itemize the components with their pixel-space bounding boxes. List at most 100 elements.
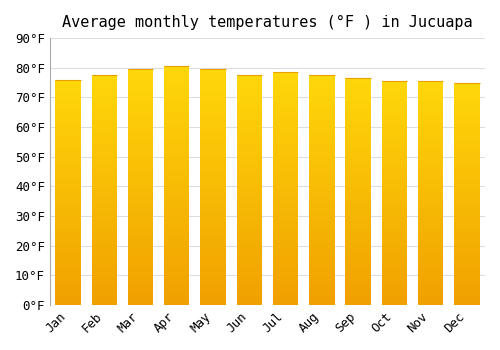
Bar: [454, 212, 479, 214]
Bar: [56, 183, 80, 186]
Bar: [164, 121, 190, 124]
Bar: [236, 176, 262, 178]
Bar: [236, 197, 262, 199]
Bar: [346, 260, 371, 262]
Bar: [309, 222, 334, 225]
Bar: [309, 225, 334, 227]
Bar: [164, 155, 190, 157]
Bar: [164, 74, 190, 76]
Bar: [236, 140, 262, 142]
Bar: [454, 129, 479, 132]
Bar: [346, 248, 371, 251]
Bar: [346, 162, 371, 164]
Bar: [382, 119, 407, 121]
Bar: [273, 158, 298, 161]
Bar: [164, 269, 190, 272]
Bar: [128, 218, 153, 220]
Bar: [382, 83, 407, 86]
Bar: [236, 80, 262, 82]
Bar: [128, 234, 153, 237]
Bar: [309, 75, 334, 77]
Bar: [128, 107, 153, 109]
Bar: [418, 269, 444, 272]
Bar: [454, 294, 479, 296]
Bar: [346, 146, 371, 148]
Bar: [454, 250, 479, 252]
Bar: [273, 198, 298, 200]
Bar: [346, 201, 371, 203]
Bar: [418, 166, 444, 168]
Bar: [236, 89, 262, 91]
Bar: [454, 238, 479, 240]
Bar: [382, 292, 407, 294]
Bar: [128, 291, 153, 293]
Bar: [128, 154, 153, 156]
Title: Average monthly temperatures (°F ) in Jucuapa: Average monthly temperatures (°F ) in Ju…: [62, 15, 472, 30]
Bar: [164, 212, 190, 214]
Bar: [309, 107, 334, 110]
Bar: [346, 285, 371, 287]
Bar: [418, 144, 444, 146]
Bar: [382, 171, 407, 173]
Bar: [309, 291, 334, 294]
Bar: [454, 303, 479, 305]
Bar: [56, 206, 80, 208]
Bar: [346, 237, 371, 239]
Bar: [273, 126, 298, 128]
Bar: [236, 259, 262, 261]
Bar: [164, 71, 190, 74]
Bar: [92, 105, 117, 107]
Bar: [309, 82, 334, 84]
Bar: [418, 128, 444, 131]
Bar: [382, 148, 407, 150]
Bar: [418, 218, 444, 220]
Bar: [418, 177, 444, 180]
Bar: [56, 188, 80, 190]
Bar: [454, 209, 479, 212]
Bar: [164, 69, 190, 71]
Bar: [128, 69, 153, 72]
Bar: [236, 234, 262, 236]
Bar: [56, 174, 80, 176]
Bar: [382, 251, 407, 253]
Bar: [200, 72, 226, 74]
Bar: [309, 158, 334, 160]
Bar: [418, 298, 444, 301]
Bar: [236, 128, 262, 130]
Bar: [128, 140, 153, 142]
Bar: [309, 124, 334, 126]
Bar: [418, 236, 444, 238]
Bar: [346, 296, 371, 298]
Bar: [382, 298, 407, 301]
Bar: [309, 289, 334, 291]
Bar: [382, 117, 407, 119]
Bar: [346, 182, 371, 185]
Bar: [454, 267, 479, 270]
Bar: [309, 176, 334, 178]
Bar: [273, 156, 298, 158]
Bar: [92, 112, 117, 114]
Bar: [92, 137, 117, 140]
Bar: [454, 258, 479, 260]
Bar: [92, 158, 117, 160]
Bar: [164, 164, 190, 167]
Bar: [382, 274, 407, 276]
Bar: [56, 267, 80, 269]
Bar: [164, 219, 190, 222]
Bar: [346, 269, 371, 271]
Bar: [56, 154, 80, 156]
Bar: [418, 229, 444, 231]
Bar: [418, 204, 444, 206]
Bar: [454, 165, 479, 167]
Bar: [56, 190, 80, 192]
Bar: [128, 95, 153, 98]
Bar: [273, 261, 298, 263]
Bar: [56, 140, 80, 143]
Bar: [128, 133, 153, 135]
Bar: [128, 112, 153, 114]
Bar: [454, 163, 479, 165]
Bar: [309, 195, 334, 197]
Bar: [200, 286, 226, 288]
Bar: [236, 190, 262, 192]
Bar: [454, 136, 479, 138]
